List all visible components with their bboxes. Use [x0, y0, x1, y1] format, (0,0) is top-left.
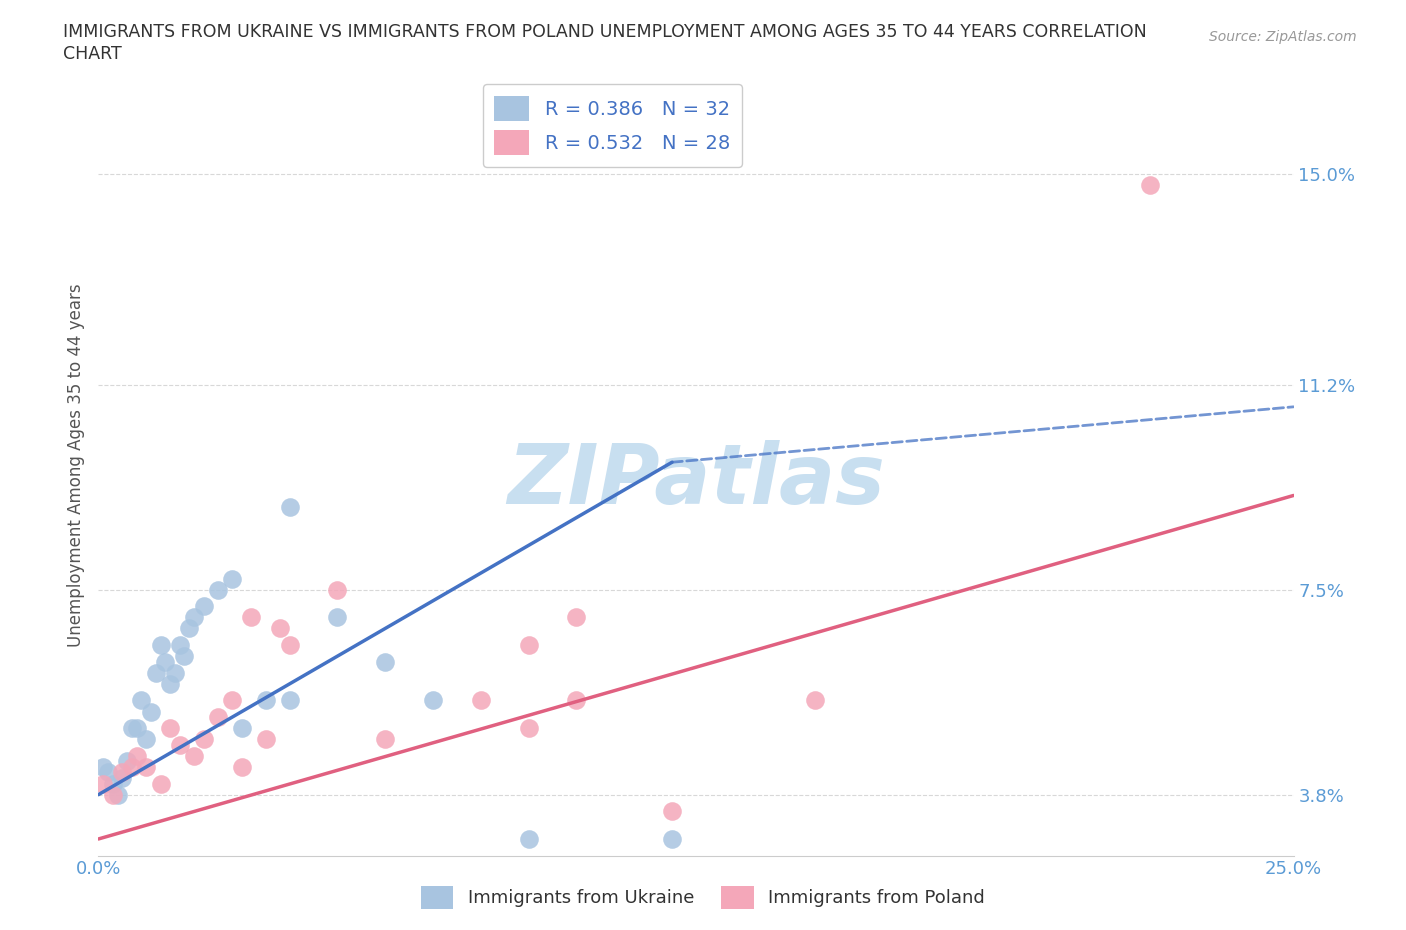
Point	[159, 676, 181, 691]
Point	[422, 693, 444, 708]
Point	[278, 638, 301, 653]
Point	[169, 638, 191, 653]
Point	[804, 693, 827, 708]
Point	[326, 610, 349, 625]
Point	[155, 654, 177, 669]
Point	[173, 649, 195, 664]
Point	[374, 732, 396, 747]
Point	[221, 693, 243, 708]
Point	[278, 499, 301, 514]
Text: IMMIGRANTS FROM UKRAINE VS IMMIGRANTS FROM POLAND UNEMPLOYMENT AMONG AGES 35 TO : IMMIGRANTS FROM UKRAINE VS IMMIGRANTS FR…	[63, 23, 1147, 41]
Point	[107, 787, 129, 802]
Point	[145, 665, 167, 680]
Point	[661, 804, 683, 818]
Point	[517, 831, 540, 846]
Point	[221, 571, 243, 586]
Point	[179, 621, 201, 636]
Point	[183, 749, 205, 764]
Point	[565, 693, 588, 708]
Legend: Immigrants from Ukraine, Immigrants from Poland: Immigrants from Ukraine, Immigrants from…	[413, 879, 993, 916]
Point	[115, 754, 138, 769]
Point	[121, 721, 143, 736]
Point	[111, 765, 134, 780]
Point	[125, 749, 148, 764]
Point	[91, 760, 114, 775]
Point	[149, 777, 172, 791]
Point	[111, 771, 134, 786]
Point	[169, 737, 191, 752]
Point	[207, 710, 229, 724]
Point	[517, 638, 540, 653]
Point	[193, 732, 215, 747]
Point	[121, 760, 143, 775]
Point	[91, 777, 114, 791]
Point	[149, 638, 172, 653]
Point	[101, 777, 124, 791]
Point	[565, 610, 588, 625]
Point	[254, 693, 277, 708]
Point	[326, 582, 349, 597]
Point	[374, 654, 396, 669]
Point	[240, 610, 263, 625]
Point	[278, 693, 301, 708]
Point	[269, 621, 291, 636]
Text: Source: ZipAtlas.com: Source: ZipAtlas.com	[1209, 30, 1357, 44]
Point	[159, 721, 181, 736]
Text: CHART: CHART	[63, 45, 122, 62]
Point	[101, 787, 124, 802]
Point	[139, 704, 162, 719]
Point	[517, 721, 540, 736]
Point	[231, 721, 253, 736]
Point	[231, 760, 253, 775]
Point	[470, 693, 492, 708]
Point	[193, 599, 215, 614]
Point	[183, 610, 205, 625]
Point	[135, 760, 157, 775]
Y-axis label: Unemployment Among Ages 35 to 44 years: Unemployment Among Ages 35 to 44 years	[66, 284, 84, 646]
Point	[125, 721, 148, 736]
Point	[163, 665, 186, 680]
Point	[131, 693, 153, 708]
Point	[254, 732, 277, 747]
Point	[207, 582, 229, 597]
Legend: R = 0.386   N = 32, R = 0.532   N = 28: R = 0.386 N = 32, R = 0.532 N = 28	[482, 84, 742, 167]
Point	[661, 831, 683, 846]
Point	[135, 732, 157, 747]
Point	[1139, 178, 1161, 193]
Point	[97, 765, 120, 780]
Text: ZIPatlas: ZIPatlas	[508, 440, 884, 521]
